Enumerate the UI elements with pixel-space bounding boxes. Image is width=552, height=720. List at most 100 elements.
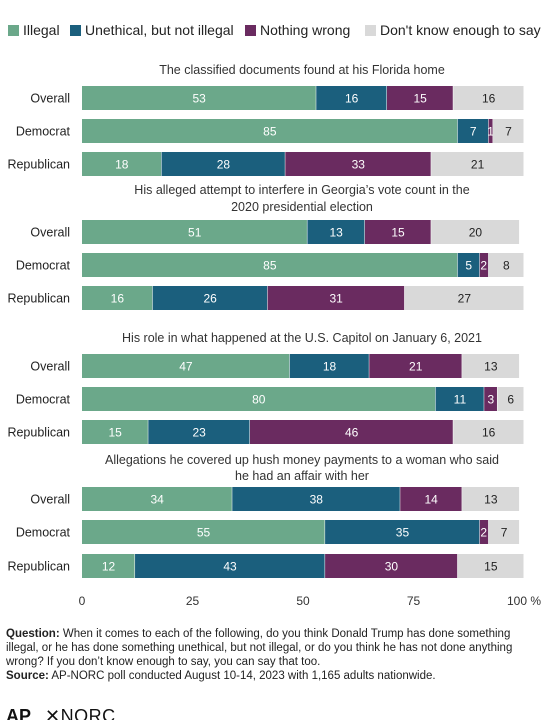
bar-segment: [431, 152, 524, 176]
data-label: 51: [188, 226, 202, 240]
group-title: Allegations he covered up hush money pay…: [105, 453, 499, 467]
bar-segment: [307, 220, 365, 244]
data-label: 16: [111, 292, 125, 306]
bar-segment: [488, 520, 520, 544]
group-title: His alleged attempt to interfere in Geor…: [134, 183, 469, 197]
data-label: 31: [329, 292, 343, 306]
bar-segment: [488, 119, 493, 143]
data-label: 85: [263, 259, 277, 273]
bar-segment: [435, 387, 484, 411]
data-label: 1: [487, 125, 494, 139]
bar-segment: [82, 253, 458, 277]
data-label: 15: [484, 560, 498, 574]
legend-swatch-dont-know: [365, 24, 376, 36]
data-label: 28: [217, 158, 231, 172]
bar-segment: [135, 554, 325, 578]
bar-segment: [453, 86, 524, 110]
bar-segment: [82, 554, 135, 578]
row-label: Overall: [30, 493, 70, 507]
bar-segment: [82, 152, 162, 176]
group-title: he had an affair with her: [235, 469, 369, 483]
bar-segment: [479, 520, 489, 544]
question-label: Question:: [6, 628, 60, 640]
legend-swatch-illegal: [8, 24, 19, 36]
bar-segment: [325, 520, 480, 544]
bar-segment: [148, 420, 250, 444]
x-tick-label: 75: [407, 594, 421, 608]
data-label: 43: [223, 560, 237, 574]
data-label: 16: [482, 92, 496, 106]
x-tick-label: 0: [79, 594, 86, 608]
bar-segment: [457, 253, 480, 277]
data-label: 26: [204, 292, 218, 306]
bar-segment: [484, 387, 497, 411]
bar-segment: [285, 152, 431, 176]
data-label: 85: [263, 125, 277, 139]
data-label: 20: [469, 226, 483, 240]
row-label: Democrat: [16, 259, 71, 273]
chart-footnote: Question: When it comes to each of the f…: [6, 627, 546, 683]
data-label: 13: [484, 493, 498, 507]
data-label: 47: [179, 360, 193, 374]
x-tick-label: 100 %: [507, 594, 541, 608]
row-label: Overall: [30, 92, 70, 106]
data-label: 46: [345, 426, 359, 440]
legend-label: Illegal: [23, 22, 60, 38]
source-label: Source:: [6, 670, 49, 682]
row-label: Republican: [7, 158, 70, 172]
bar-segment: [82, 86, 316, 110]
data-label: 35: [396, 526, 410, 540]
bar-segment: [289, 354, 369, 378]
bar-segment: [82, 487, 232, 511]
question-text: When it comes to each of the following, …: [6, 628, 513, 668]
bar-segment: [152, 286, 268, 310]
data-label: 3: [488, 393, 495, 407]
data-label: 8: [503, 259, 510, 273]
bar-segment: [232, 487, 400, 511]
group-title: His role in what happened at the U.S. Ca…: [122, 331, 482, 345]
legend-label: Nothing wrong: [260, 22, 351, 38]
bar-segment: [431, 220, 520, 244]
data-label: 2: [480, 526, 487, 540]
bar-segment: [462, 487, 520, 511]
data-label: 7: [501, 526, 508, 540]
data-label: 15: [413, 92, 427, 106]
bar-segment: [462, 354, 520, 378]
legend-item-unethical: Unethical, but not illegal: [70, 22, 234, 38]
row-label: Overall: [30, 360, 70, 374]
data-label: 34: [150, 493, 164, 507]
logo-strip: AP ✕NORC: [6, 706, 116, 720]
bar-segment: [497, 387, 524, 411]
stacked-bar-chart: The classified documents found at his Fl…: [7, 63, 541, 608]
row-label: Republican: [7, 560, 70, 574]
row-label: Republican: [7, 292, 70, 306]
bar-segment: [82, 387, 436, 411]
data-label: 16: [482, 426, 496, 440]
bar-segment: [457, 119, 489, 143]
row-label: Democrat: [16, 125, 71, 139]
legend-item-illegal: Illegal: [8, 22, 60, 38]
legend-label: Unethical, but not illegal: [85, 22, 234, 38]
data-label: 23: [192, 426, 206, 440]
data-label: 21: [409, 360, 423, 374]
row-label: Democrat: [16, 393, 71, 407]
data-label: 6: [507, 393, 514, 407]
legend-label: Don't know enough to say: [380, 22, 541, 38]
data-label: 14: [425, 493, 439, 507]
x-tick-label: 25: [186, 594, 200, 608]
data-label: 11: [454, 393, 467, 407]
data-label: 16: [345, 92, 359, 106]
bar-segment: [479, 253, 489, 277]
group-title: 2020 presidential election: [231, 200, 373, 214]
data-label: 7: [505, 125, 512, 139]
bar-segment: [404, 286, 524, 310]
bar-segment: [457, 554, 524, 578]
bar-segment: [82, 119, 458, 143]
source-text: AP-NORC poll conducted August 10-14, 202…: [48, 670, 436, 682]
data-label: 5: [465, 259, 472, 273]
chart-legend: Illegal Unethical, but not illegal Nothi…: [0, 22, 552, 42]
row-label: Overall: [30, 226, 70, 240]
data-label: 53: [192, 92, 206, 106]
question-note: Question: When it comes to each of the f…: [6, 627, 546, 669]
bar-segment: [267, 286, 405, 310]
